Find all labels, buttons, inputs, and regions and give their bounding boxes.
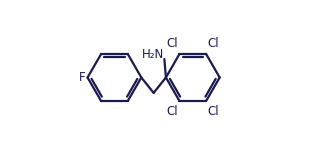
Text: Cl: Cl (208, 105, 219, 118)
Text: Cl: Cl (166, 37, 178, 50)
Text: Cl: Cl (208, 37, 219, 50)
Text: H₂N: H₂N (142, 48, 164, 61)
Text: Cl: Cl (166, 105, 178, 118)
Text: F: F (79, 71, 86, 84)
